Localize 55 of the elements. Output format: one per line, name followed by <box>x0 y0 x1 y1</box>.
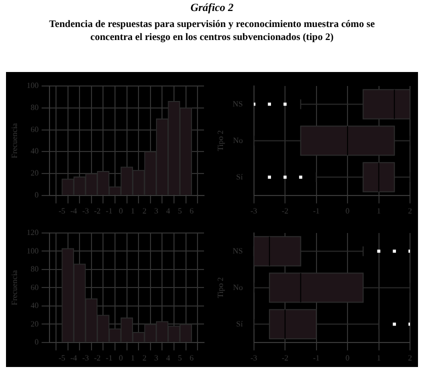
x-tick-label: -3 <box>250 353 258 362</box>
x-tick-label: -2 <box>94 206 101 216</box>
y-tick-label: 0 <box>34 190 39 200</box>
chart-title: Gráfico 2 <box>189 2 235 16</box>
x-tick-label: 0 <box>346 206 350 216</box>
x-tick-label: 2 <box>142 353 146 362</box>
x-tick-label: -3 <box>82 353 89 362</box>
y-tick-label: 20 <box>30 168 39 178</box>
y-tick-label: 100 <box>26 81 39 90</box>
y-tick-label: 80 <box>30 264 39 274</box>
x-tick-label: 6 <box>190 206 194 216</box>
x-tick-label: 1 <box>130 353 135 362</box>
x-tick-label: 0 <box>118 353 123 362</box>
y-tick-label: 0 <box>34 337 39 346</box>
x-tick-label: 0 <box>346 353 350 362</box>
y-tick-label: 40 <box>30 301 39 310</box>
x-tick-label: 3 <box>154 353 158 362</box>
x-tick-label: 5 <box>178 353 182 362</box>
y-tick-label: No <box>233 282 243 292</box>
y-tick-label: No <box>233 136 243 145</box>
x-tick-label: -2 <box>282 353 288 362</box>
y-axis-title: Frecuencia <box>10 122 19 158</box>
y-tick-label: 20 <box>30 319 39 328</box>
x-tick-label: 1 <box>130 206 135 216</box>
y-tick-label: NS <box>232 246 243 256</box>
x-tick-label: -1 <box>312 206 320 216</box>
x-tick-label: -1 <box>312 353 320 362</box>
x-tick-label: -4 <box>70 206 78 216</box>
y-axis-title: Frecuencia <box>10 270 19 306</box>
chart-subtitle: Tendencia de respuestas para supervisión y reconocimiento muestra cómo se concentra el riesgo en los centros subvencionados (tipo 2) <box>48 18 376 45</box>
y-tick-label: Sí <box>236 319 244 328</box>
y-tick-label: Sí <box>236 172 244 182</box>
x-tick-label: -4 <box>70 353 78 362</box>
y-tick-label: 80 <box>30 102 39 112</box>
x-tick-label: 5 <box>178 206 182 216</box>
x-tick-label: -3 <box>82 206 89 216</box>
y-tick-label: 120 <box>26 228 39 238</box>
x-tick-label: -2 <box>282 206 288 216</box>
x-tick-label: 2 <box>408 353 412 362</box>
x-tick-label: 2 <box>408 206 412 216</box>
y-axis-title: Tipo 2 <box>216 277 225 298</box>
y-tick-label: 40 <box>30 146 39 156</box>
x-tick-label: 1 <box>376 206 381 216</box>
x-tick-label: -2 <box>94 353 101 362</box>
x-tick-label: 3 <box>154 206 158 216</box>
x-tick-label: -3 <box>250 206 258 216</box>
y-tick-label: 60 <box>30 124 39 134</box>
y-tick-label: NS <box>232 99 243 108</box>
x-tick-label: 0 <box>118 206 123 216</box>
x-tick-label: 6 <box>190 353 194 362</box>
y-axis-title: Tipo 2 <box>216 130 225 152</box>
y-tick-label: 60 <box>30 282 39 292</box>
x-tick-label: 1 <box>376 353 381 362</box>
x-tick-label: 2 <box>142 206 146 216</box>
y-tick-label: 100 <box>26 246 39 256</box>
